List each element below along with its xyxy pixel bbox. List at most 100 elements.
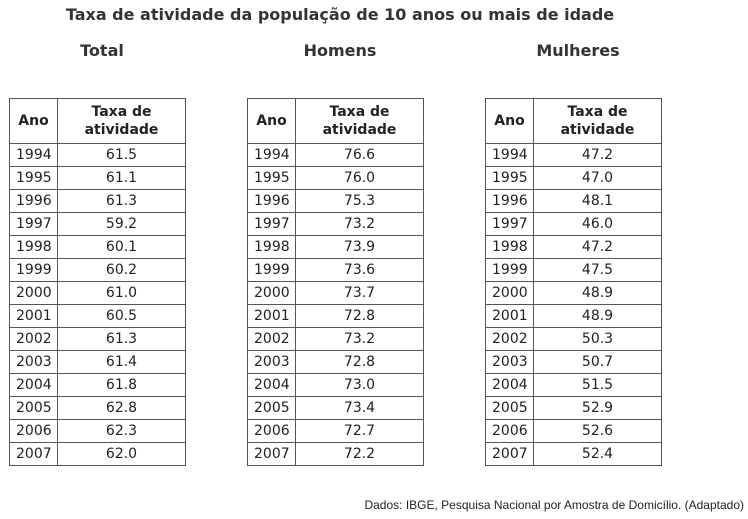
year-cell: 2006: [485, 419, 534, 443]
year-header: Ano: [247, 98, 296, 144]
year-cell: 1994: [247, 143, 296, 167]
rate-cell: 61.5: [57, 143, 186, 167]
rate-cell: 72.2: [295, 442, 424, 466]
rate-cell: 61.3: [57, 189, 186, 213]
rate-cell: 48.9: [533, 304, 662, 328]
table-row: 2003 72.8: [247, 350, 424, 374]
rate-cell: 60.1: [57, 235, 186, 259]
rate-cell: 61.1: [57, 166, 186, 190]
year-cell: 1996: [247, 189, 296, 213]
rate-cell: 76.6: [295, 143, 424, 167]
year-cell: 2003: [9, 350, 58, 374]
table-row: 2006 52.6: [485, 419, 662, 443]
rate-cell: 60.2: [57, 258, 186, 282]
table-mulheres: Ano Taxa de atividade 1994 47.2 1995 47.0 19…: [485, 98, 662, 466]
year-cell: 1995: [9, 166, 58, 190]
year-cell: 2004: [485, 373, 534, 397]
year-cell: 1999: [485, 258, 534, 282]
rate-cell: 72.7: [295, 419, 424, 443]
year-cell: 1997: [485, 212, 534, 236]
year-cell: 2002: [9, 327, 58, 351]
table-row: 2001 60.5: [9, 304, 186, 328]
year-cell: 2002: [485, 327, 534, 351]
rate-cell: 76.0: [295, 166, 424, 190]
table-body: 1994 47.2 1995 47.0 1996 48.1 1997 46.0 1998 47.2…: [485, 143, 662, 466]
rate-cell: 46.0: [533, 212, 662, 236]
rate-cell: 50.3: [533, 327, 662, 351]
table-row: 1994 47.2: [485, 143, 662, 167]
table-row: 1996 75.3: [247, 189, 424, 213]
rate-cell: 61.3: [57, 327, 186, 351]
table-row: 1999 73.6: [247, 258, 424, 282]
rate-cell: 73.9: [295, 235, 424, 259]
rate-cell: 73.6: [295, 258, 424, 282]
year-cell: 1995: [247, 166, 296, 190]
year-cell: 1994: [485, 143, 534, 167]
rate-cell: 59.2: [57, 212, 186, 236]
year-cell: 2000: [247, 281, 296, 305]
table-row: 2000 61.0: [9, 281, 186, 305]
year-cell: 1997: [247, 212, 296, 236]
year-cell: 2005: [247, 396, 296, 420]
rate-header: Taxa de atividade: [57, 98, 186, 144]
table-row: 2007 52.4: [485, 442, 662, 466]
year-cell: 2001: [9, 304, 58, 328]
year-cell: 2001: [485, 304, 534, 328]
table-row: 2006 72.7: [247, 419, 424, 443]
rate-cell: 52.4: [533, 442, 662, 466]
year-cell: 1994: [9, 143, 58, 167]
year-cell: 2004: [247, 373, 296, 397]
rate-header: Taxa de atividade: [533, 98, 662, 144]
rate-cell: 50.7: [533, 350, 662, 374]
table-row: 1999 60.2: [9, 258, 186, 282]
table-row: 1997 73.2: [247, 212, 424, 236]
table-row: 2004 51.5: [485, 373, 662, 397]
table-row: 1994 61.5: [9, 143, 186, 167]
year-header: Ano: [9, 98, 58, 144]
table-row: 2005 62.8: [9, 396, 186, 420]
year-cell: 2005: [9, 396, 58, 420]
year-cell: 2007: [485, 442, 534, 466]
table-header-row: Ano Taxa de atividade: [485, 98, 662, 144]
year-cell: 2007: [9, 442, 58, 466]
table-header-row: Ano Taxa de atividade: [9, 98, 186, 144]
table-row: 2001 72.8: [247, 304, 424, 328]
year-cell: 2006: [9, 419, 58, 443]
rate-cell: 62.0: [57, 442, 186, 466]
table-row: 1998 73.9: [247, 235, 424, 259]
rate-cell: 61.4: [57, 350, 186, 374]
table-row: 1995 76.0: [247, 166, 424, 190]
rate-cell: 51.5: [533, 373, 662, 397]
table-title-homens: Homens: [303, 41, 377, 60]
rate-cell: 61.0: [57, 281, 186, 305]
year-cell: 2007: [247, 442, 296, 466]
year-cell: 1996: [9, 189, 58, 213]
year-cell: 2000: [485, 281, 534, 305]
table-row: 2004 73.0: [247, 373, 424, 397]
rate-cell: 60.5: [57, 304, 186, 328]
rate-cell: 75.3: [295, 189, 424, 213]
year-header: Ano: [485, 98, 534, 144]
rate-cell: 73.4: [295, 396, 424, 420]
table-row: 1995 47.0: [485, 166, 662, 190]
table-row: 1997 46.0: [485, 212, 662, 236]
rate-cell: 61.8: [57, 373, 186, 397]
table-row: 1996 61.3: [9, 189, 186, 213]
rate-cell: 62.8: [57, 396, 186, 420]
year-cell: 2004: [9, 373, 58, 397]
rate-cell: 47.2: [533, 143, 662, 167]
rate-cell: 52.6: [533, 419, 662, 443]
table-body: 1994 76.6 1995 76.0 1996 75.3 1997 73.2 1998 73.9…: [247, 143, 424, 466]
table-row: 2002 73.2: [247, 327, 424, 351]
year-cell: 2003: [247, 350, 296, 374]
year-cell: 1999: [9, 258, 58, 282]
year-cell: 1997: [9, 212, 58, 236]
table-row: 2007 72.2: [247, 442, 424, 466]
table-row: 2000 48.9: [485, 281, 662, 305]
rate-cell: 47.0: [533, 166, 662, 190]
table-title-total: Total: [80, 41, 124, 60]
table-row: 1999 47.5: [485, 258, 662, 282]
rate-cell: 48.9: [533, 281, 662, 305]
table-row: 1997 59.2: [9, 212, 186, 236]
table-row: 2002 61.3: [9, 327, 186, 351]
